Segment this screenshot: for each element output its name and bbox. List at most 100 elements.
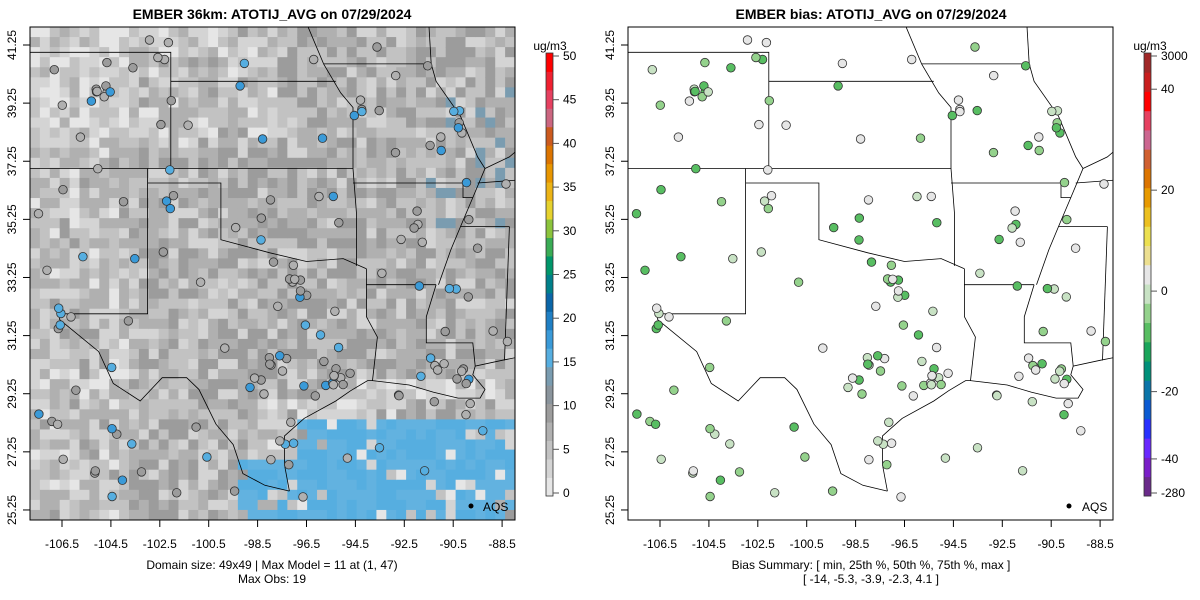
grid-cell: [326, 399, 338, 410]
lat-tick-label: 29.25: [5, 378, 19, 408]
grid-cell: [178, 469, 189, 481]
grid-cell: [237, 369, 249, 380]
grid-cell: [336, 348, 348, 360]
grid-cell: [505, 218, 515, 229]
grid-cell: [237, 218, 249, 229]
grid-cell: [317, 288, 328, 300]
grid-cell: [59, 469, 71, 481]
grid-cell: [317, 47, 328, 58]
grid-cell: [396, 198, 407, 209]
grid-cell: [356, 278, 368, 290]
grid-cell: [287, 359, 298, 370]
aqs-station-marker: [158, 247, 169, 257]
grid-cell: [416, 489, 427, 501]
grid-cell: [109, 97, 120, 108]
grid-cell: [39, 127, 51, 139]
grid-cell: [475, 198, 486, 209]
grid-cell: [445, 379, 457, 390]
grid-cell: [227, 318, 239, 330]
aqs-station-marker: [310, 391, 321, 401]
grid-cell: [218, 318, 229, 330]
grid-cell: [455, 37, 467, 48]
colorbar-tick-label: 30: [563, 224, 577, 238]
grid-cell: [475, 137, 486, 149]
grid-cell: [406, 399, 417, 410]
grid-cell: [257, 379, 269, 390]
aqs-station-marker: [691, 163, 701, 174]
grid-cell: [257, 77, 269, 88]
grid-cell: [109, 228, 120, 239]
grid-cell: [475, 238, 486, 249]
grid-cell: [416, 469, 427, 481]
grid-cell: [39, 87, 51, 98]
aqs-station-marker: [449, 106, 459, 117]
grid-cell: [218, 379, 229, 390]
aqs-station-marker: [927, 371, 937, 381]
grid-cell: [99, 177, 110, 189]
grid-cell: [69, 429, 80, 441]
aqs-station-marker: [419, 466, 430, 476]
aqs-station-marker: [286, 417, 296, 428]
grid-cell: [257, 27, 269, 38]
aqs-station-marker: [676, 252, 686, 262]
grid-cell: [89, 167, 100, 179]
grid-cell: [495, 177, 506, 189]
grid-cell: [168, 348, 179, 360]
grid-cell: [495, 469, 506, 481]
grid-cell: [69, 298, 80, 310]
grid-cell: [158, 338, 170, 350]
grid-cell: [109, 67, 120, 78]
grid-cell: [317, 198, 328, 209]
grid-cell: [227, 147, 239, 159]
grid-cell: [148, 489, 160, 501]
grid-cell: [148, 167, 160, 179]
aqs-station-marker: [202, 452, 212, 462]
grid-cell: [168, 399, 179, 410]
grid-cell: [406, 308, 417, 320]
grid-cell: [267, 318, 278, 330]
grid-cell: [356, 399, 368, 410]
aqs-station-marker: [953, 95, 964, 105]
grid-cell: [59, 389, 71, 400]
grid-cell: [49, 107, 61, 119]
grid-cell: [198, 87, 209, 98]
grid-cell: [297, 328, 308, 340]
grid-cell: [505, 147, 515, 159]
grid-cell: [455, 359, 467, 370]
grid-cell: [119, 167, 130, 179]
grid-cell: [148, 208, 160, 219]
grid-cell: [307, 157, 318, 169]
grid-cell: [168, 198, 179, 209]
grid-cell: [188, 67, 199, 78]
grid-cell: [99, 459, 110, 471]
grid-cell: [188, 308, 199, 320]
grid-cell: [39, 308, 51, 320]
grid-cell: [128, 389, 140, 400]
grid-cell: [356, 449, 368, 461]
grid-cell: [267, 348, 278, 360]
grid-cell: [89, 127, 100, 139]
grid-cell: [326, 218, 338, 229]
grid-cell: [485, 449, 496, 461]
grid-cell: [59, 258, 71, 269]
grid-cell: [435, 238, 447, 249]
grid-cell: [435, 499, 447, 511]
grid-cell: [99, 379, 110, 390]
grid-cell: [39, 167, 51, 179]
grid-cell: [69, 187, 80, 199]
aqs-station-marker: [800, 452, 810, 462]
grid-cell: [168, 298, 179, 310]
grid-cell: [128, 338, 140, 350]
grid-cell: [267, 509, 278, 520]
grid-cell: [39, 369, 51, 380]
grid-cell: [435, 469, 447, 481]
grid-cell: [99, 449, 110, 461]
aqs-station-marker: [913, 330, 924, 340]
grid-cell: [277, 27, 288, 38]
grid-cell: [89, 27, 100, 38]
grid-cell: [416, 27, 427, 38]
grid-cell: [89, 399, 100, 410]
grid-cell: [317, 298, 328, 310]
grid-cell: [356, 127, 368, 139]
grid-cell: [188, 429, 199, 441]
